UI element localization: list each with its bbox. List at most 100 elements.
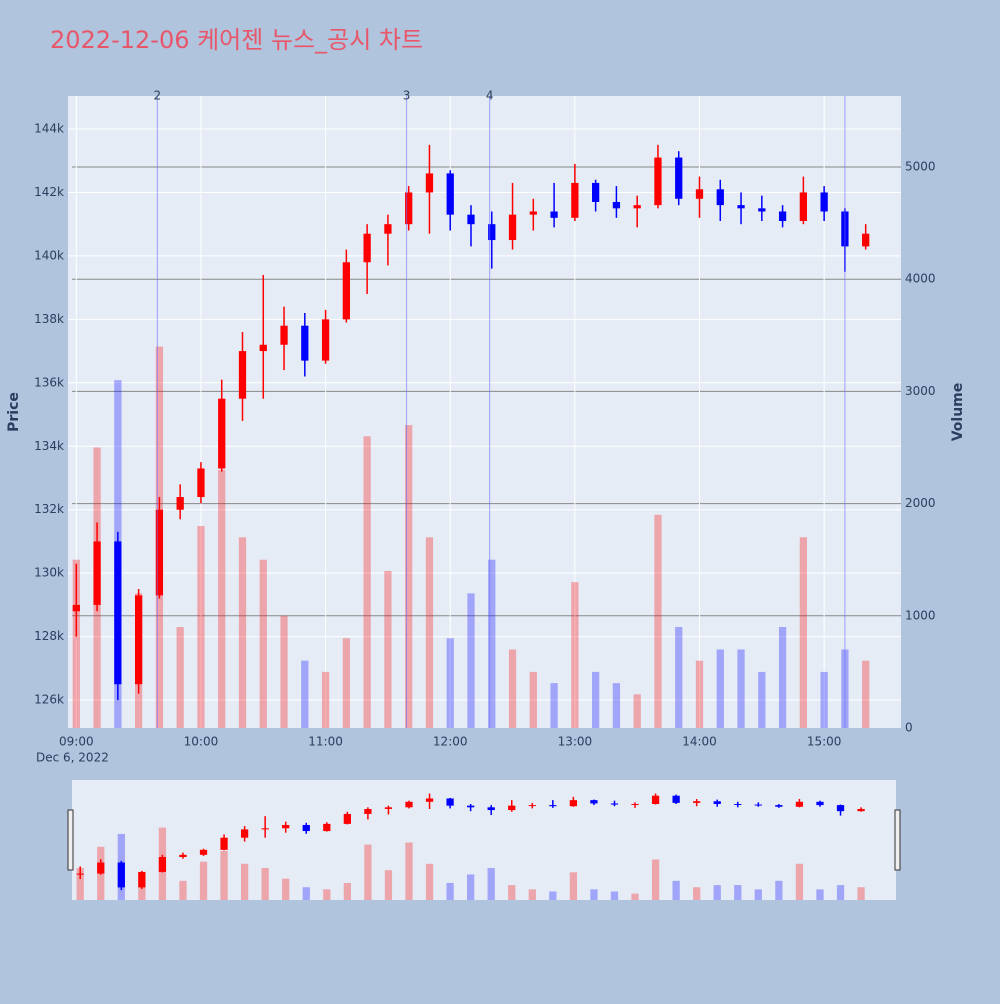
x-tick-label: 11:00 bbox=[308, 735, 343, 749]
volume-bar bbox=[199, 861, 208, 900]
candle-body bbox=[654, 157, 662, 206]
volume-bar bbox=[775, 880, 783, 900]
candle-body bbox=[425, 798, 434, 802]
volume-bar bbox=[651, 859, 660, 900]
candle-body bbox=[549, 805, 557, 807]
candle-body bbox=[76, 873, 84, 875]
volume-bar bbox=[405, 842, 413, 900]
candle-body bbox=[280, 325, 288, 345]
candle-body bbox=[820, 192, 828, 212]
volume-bar bbox=[550, 683, 558, 728]
candle-body bbox=[134, 595, 143, 685]
y2-axis-title: Volume bbox=[950, 383, 966, 442]
y-tick-label: 134k bbox=[34, 439, 64, 453]
candle-body bbox=[610, 803, 619, 805]
y-tick-label: 132k bbox=[34, 502, 64, 516]
volume-bar bbox=[467, 874, 475, 900]
candle-body bbox=[240, 829, 249, 838]
candle-body bbox=[488, 224, 496, 241]
candle-body bbox=[364, 808, 372, 814]
volume-bar bbox=[488, 559, 496, 728]
candle-body bbox=[693, 801, 701, 803]
volume-bar bbox=[72, 559, 80, 728]
volume-bar bbox=[238, 537, 247, 728]
candle-body bbox=[716, 189, 724, 206]
volume-bar bbox=[259, 559, 267, 728]
range-slider[interactable] bbox=[72, 780, 896, 900]
candle-body bbox=[220, 837, 228, 850]
candle-body bbox=[363, 233, 371, 263]
candle-body bbox=[446, 173, 454, 215]
candle-body bbox=[197, 468, 205, 498]
y-tick-label: 140k bbox=[34, 248, 64, 262]
volume-bar bbox=[836, 885, 845, 900]
y-tick-label: 142k bbox=[34, 185, 64, 199]
x-date-label: Dec 6, 2022 bbox=[36, 751, 109, 765]
volume-bar bbox=[323, 889, 331, 900]
candle-body bbox=[675, 157, 683, 199]
candle-body bbox=[713, 801, 721, 804]
volume-bar bbox=[862, 660, 870, 728]
plot-area bbox=[68, 96, 901, 728]
volume-bar bbox=[76, 868, 84, 900]
y2-tick-label: 4000 bbox=[905, 272, 936, 286]
y2-tick-label: 2000 bbox=[905, 496, 936, 510]
volume-bar bbox=[342, 638, 350, 728]
candle-body bbox=[529, 211, 537, 215]
candle-body bbox=[569, 800, 578, 807]
volume-bar bbox=[179, 880, 187, 900]
candle-body bbox=[778, 211, 787, 222]
candle-body bbox=[199, 849, 208, 855]
volume-bar bbox=[487, 868, 495, 900]
volume-bar bbox=[754, 889, 762, 900]
x-tick-label: 12:00 bbox=[433, 735, 468, 749]
y-axis-title: Price bbox=[6, 392, 22, 432]
volume-bar bbox=[220, 851, 228, 900]
range-handle-left[interactable] bbox=[67, 809, 74, 871]
annotation-label: 2 bbox=[154, 89, 162, 103]
candle-body bbox=[631, 803, 639, 805]
volume-bar bbox=[569, 872, 578, 900]
candle-body bbox=[321, 319, 330, 361]
y-tick-label: 130k bbox=[34, 566, 64, 580]
range-handle-right[interactable] bbox=[894, 809, 901, 871]
candle-body bbox=[93, 541, 101, 605]
candle-body bbox=[571, 182, 579, 218]
volume-bar bbox=[261, 868, 269, 900]
y-tick-label: 138k bbox=[34, 312, 64, 326]
volume-bar bbox=[675, 627, 683, 728]
candle-body bbox=[467, 214, 475, 225]
candle-body bbox=[737, 205, 745, 209]
y-tick-label: 136k bbox=[34, 375, 64, 389]
candle-body bbox=[342, 262, 350, 320]
candle-body bbox=[425, 173, 434, 193]
volume-bar bbox=[778, 627, 787, 728]
candle-body bbox=[138, 871, 146, 888]
y-tick-label: 128k bbox=[34, 629, 64, 643]
y2-tick-label: 3000 bbox=[905, 384, 936, 398]
volume-bar bbox=[672, 880, 680, 900]
y2-tick-label: 1000 bbox=[905, 608, 936, 622]
volume-bar bbox=[446, 882, 454, 900]
candle-body bbox=[754, 804, 762, 806]
candle-body bbox=[633, 205, 641, 209]
volume-bar bbox=[820, 671, 828, 728]
volume-bar bbox=[280, 615, 288, 728]
volume-bar bbox=[631, 893, 639, 900]
candle-body bbox=[158, 857, 167, 872]
candle-body bbox=[238, 351, 247, 399]
x-tick-label: 14:00 bbox=[682, 735, 717, 749]
candle-body bbox=[467, 805, 475, 808]
candle-body bbox=[97, 862, 105, 874]
volume-bar bbox=[816, 889, 824, 900]
candle-body bbox=[261, 828, 269, 830]
volume-bar bbox=[693, 887, 701, 900]
volume-bar bbox=[508, 649, 517, 728]
candle-body bbox=[857, 808, 865, 812]
candle-body bbox=[799, 192, 808, 222]
candle-body bbox=[590, 800, 598, 804]
candle-body bbox=[155, 509, 164, 596]
candle-body bbox=[695, 189, 704, 199]
volume-bar bbox=[240, 863, 249, 900]
volume-bar bbox=[321, 671, 330, 728]
